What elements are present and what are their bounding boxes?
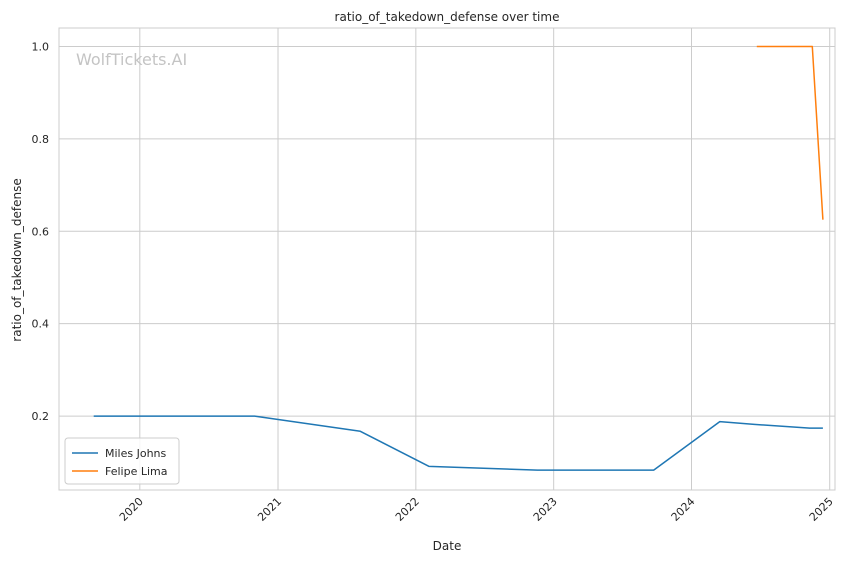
y-tick-label: 0.6 [32,225,50,238]
legend-box [64,437,180,485]
data-point [756,45,758,47]
data-point [822,219,824,221]
plot-area [59,28,835,490]
y-tick-label: 0.8 [32,133,50,146]
y-tick-label: 0.4 [32,318,50,331]
data-point [822,427,824,429]
legend-label: Felipe Lima [105,465,168,478]
y-tick-label: 0.2 [32,410,50,423]
chart-title: ratio_of_takedown_defense over time [335,10,560,24]
data-point [253,415,255,417]
legend: Miles Johns Felipe Lima [64,437,180,485]
data-point [719,420,721,422]
plot-frame [58,27,836,491]
series-felipe-lima [756,45,824,221]
data-point [753,423,755,425]
series-layer [93,45,824,471]
data-point [93,415,95,417]
data-point [808,427,810,429]
series-miles-johns [93,415,824,471]
data-point [428,465,430,467]
data-point [811,45,813,47]
watermark-text: WolfTickets.AI [76,50,187,69]
data-point [653,469,655,471]
series-line-felipe-lima [756,45,824,220]
y-axis-ticks: 0.2 0.4 0.6 0.8 1.0 [32,40,50,423]
grid [59,28,835,490]
y-tick-label: 1.0 [32,40,50,53]
legend-label: Miles Johns [105,447,167,460]
y-axis-label: ratio_of_takedown_defense [10,178,24,341]
series-line-miles-johns [93,415,823,471]
x-axis-label: Date [433,539,462,553]
data-point [359,430,361,432]
data-point [536,469,538,471]
